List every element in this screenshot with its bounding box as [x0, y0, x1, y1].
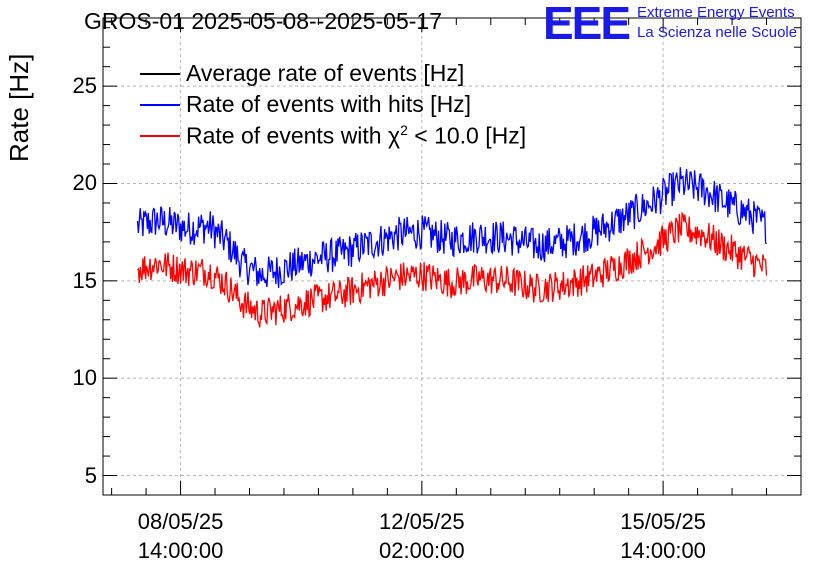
- brand-line-1: Extreme Energy Events: [637, 4, 795, 21]
- y-axis-label: Rate [Hz]: [4, 53, 34, 162]
- x-tick-date: 08/05/25: [137, 509, 224, 534]
- x-tick-label: 08/05/25 14:00:00: [116, 507, 246, 565]
- chart-title: GROS-01 2025-05-08--2025-05-17: [84, 8, 442, 34]
- legend-label: Rate of events with hits [Hz]: [186, 91, 472, 117]
- x-tick-date: 15/05/25: [620, 509, 706, 534]
- series-hits-line: [136, 167, 767, 288]
- legend-label-prefix: Rate of events with: [186, 122, 388, 149]
- y-tick-label: 5: [84, 462, 97, 488]
- legend: Average rate of events [Hz] Rate of even…: [140, 58, 526, 151]
- x-tick-label: 12/05/25 02:00:00: [357, 507, 487, 565]
- y-tick-label: 25: [72, 73, 97, 99]
- brand-text: Extreme Energy Events La Scienza nelle S…: [637, 3, 797, 43]
- x-tick-time: 14:00:00: [137, 538, 224, 563]
- legend-item-chi2: Rate of events with χ2 < 10.0 [Hz]: [140, 120, 526, 151]
- x-tick-label: 15/05/25 14:00:00: [598, 507, 728, 565]
- legend-swatch-blue: [140, 103, 180, 106]
- x-tick-date: 12/05/25: [379, 509, 465, 534]
- grid-lines: [103, 18, 801, 495]
- legend-item-hits: Rate of events with hits [Hz]: [140, 89, 526, 120]
- y-tick-label: 20: [72, 170, 97, 196]
- plot-frame: [102, 17, 802, 496]
- brand-line-2: La Scienza nelle Scuole: [637, 24, 798, 41]
- y-tick-label: 15: [72, 267, 97, 293]
- legend-swatch-red: [140, 134, 180, 137]
- x-tick-time: 02:00:00: [379, 538, 465, 563]
- legend-label-suffix: < 10.0 [Hz]: [407, 122, 527, 149]
- series-chi2-line: [137, 211, 768, 328]
- legend-label: Rate of events with χ2 < 10.0 [Hz]: [186, 122, 526, 150]
- x-tick-time: 14:00:00: [620, 538, 706, 563]
- chi-symbol: χ: [388, 122, 401, 149]
- legend-swatch-black: [140, 72, 180, 75]
- series-layer: [136, 167, 768, 328]
- legend-label: Average rate of events [Hz]: [186, 60, 465, 86]
- plot-border: [102, 17, 802, 496]
- eee-logo: EEE: [543, 0, 631, 49]
- superscript: 2: [400, 121, 408, 138]
- y-tick-label: 10: [72, 365, 97, 391]
- legend-item-average: Average rate of events [Hz]: [140, 58, 526, 89]
